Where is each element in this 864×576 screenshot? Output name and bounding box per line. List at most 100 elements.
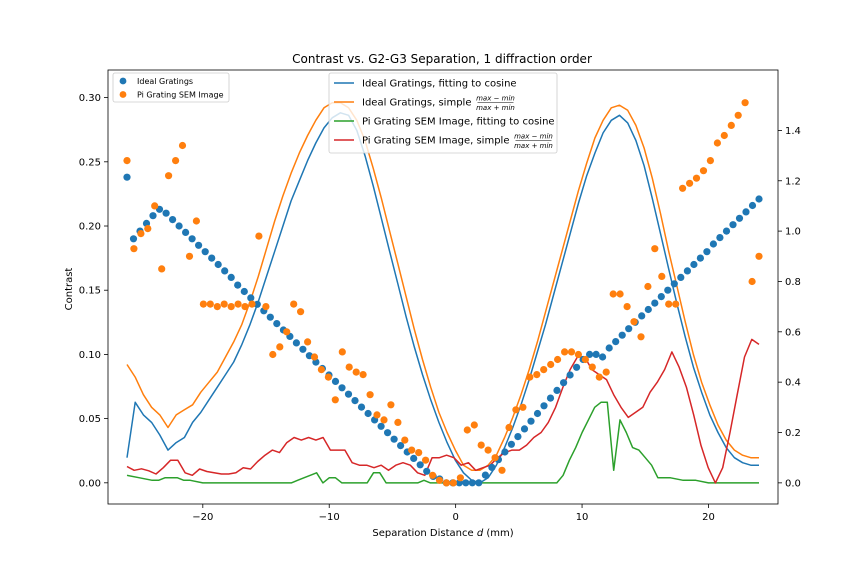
scatter-point-series-1 <box>553 386 561 394</box>
scatter-point-series-1 <box>234 281 242 289</box>
line-series-4 <box>126 338 760 484</box>
scatter-point-series-1 <box>129 235 138 243</box>
scatter-point-series-1 <box>709 240 718 248</box>
scatter-point-series-1 <box>475 479 483 487</box>
y-left-tick-label: 0.20 <box>79 222 101 233</box>
scatter-point-series-1 <box>123 173 131 181</box>
scatter-point-series-1 <box>462 479 470 487</box>
scatter-point-series-1 <box>488 463 496 471</box>
y-right-tick-label: 0.0 <box>785 478 801 489</box>
scatter-point-series-2 <box>255 232 263 240</box>
scatter-point-series-2 <box>331 396 339 404</box>
scatter-point-series-2 <box>373 411 381 419</box>
scatter-point-series-2 <box>144 225 152 233</box>
scatter-point-series-1 <box>664 286 672 294</box>
chart-title: Contrast vs. G2-G3 Separation, 1 diffrac… <box>292 52 592 66</box>
scatter-point-series-1 <box>625 325 633 333</box>
scatter-point-series-2 <box>192 217 200 225</box>
scatter-point-series-2 <box>706 157 715 165</box>
scatter-point-series-2 <box>227 303 235 311</box>
scatter-point-series-1 <box>338 384 346 392</box>
legend-marker-scatter <box>119 91 127 98</box>
scatter-point-series-2 <box>359 371 367 379</box>
scatter-point-series-2 <box>581 355 590 364</box>
scatter-point-series-2 <box>672 300 680 308</box>
scatter-point-series-1 <box>612 338 620 346</box>
x-axis-label: Separation Distance d (mm) <box>372 528 513 539</box>
scatter-point-series-2 <box>588 363 596 371</box>
scatter-point-series-1 <box>481 471 489 479</box>
scatter-point-series-2 <box>519 403 527 411</box>
scatter-point-series-2 <box>727 121 735 129</box>
scatter-point-series-2 <box>185 252 194 260</box>
scatter-point-series-1 <box>592 350 600 358</box>
scatter-point-series-2 <box>380 416 388 424</box>
scatter-point-series-1 <box>716 234 724 242</box>
scatter-point-series-1 <box>351 397 359 405</box>
scatter-point-series-1 <box>514 433 522 441</box>
scatter-point-series-1 <box>657 293 665 301</box>
scatter-point-series-1 <box>410 454 418 462</box>
scatter-point-series-2 <box>442 479 451 487</box>
scatter-point-series-2 <box>734 111 742 119</box>
y-right-tick-label: 0.4 <box>785 378 801 389</box>
legend-frac-denominator: max + min <box>476 104 515 112</box>
scatter-point-series-1 <box>390 435 398 443</box>
y-left-tick-label: 0.30 <box>79 93 101 104</box>
scatter-point-series-2 <box>561 348 569 356</box>
scatter-point-series-2 <box>310 353 319 361</box>
scatter-point-series-1 <box>690 260 698 269</box>
scatter-point-series-1 <box>540 402 548 410</box>
scatter-point-series-2 <box>130 245 138 253</box>
scatter-point-series-1 <box>651 299 659 307</box>
scatter-point-series-2 <box>741 99 749 107</box>
scatter-point-series-2 <box>387 401 395 409</box>
scatter-point-series-2 <box>554 355 562 364</box>
scatter-point-series-2 <box>338 348 346 356</box>
y-left-tick-label: 0.15 <box>79 286 101 297</box>
scatter-point-series-1 <box>573 363 581 371</box>
scatter-point-series-1 <box>377 422 385 430</box>
y-left-tick-label: 0.00 <box>79 478 101 489</box>
scatter-point-series-1 <box>266 313 274 321</box>
scatter-point-series-2 <box>512 406 520 414</box>
line-series-layer <box>126 101 760 484</box>
scatter-point-series-2 <box>477 441 485 449</box>
scatter-point-series-2 <box>470 421 478 429</box>
scatter-point-series-1 <box>501 448 509 456</box>
scatter-point-series-2 <box>567 348 576 356</box>
scatter-point-series-1 <box>292 339 300 347</box>
scatter-point-series-2 <box>491 454 499 462</box>
scatter-point-series-1 <box>670 280 678 288</box>
scatter-point-series-2 <box>637 333 645 341</box>
scatter-point-series-2 <box>290 300 298 308</box>
legend-box-lines <box>328 72 558 154</box>
scatter-point-series-2 <box>484 446 492 454</box>
scatter-point-series-1 <box>273 320 281 328</box>
scatter-point-series-1 <box>748 201 757 210</box>
y-right-tick-label: 0.6 <box>785 327 801 338</box>
scatter-point-series-2 <box>616 290 624 298</box>
scatter-point-series-2 <box>408 446 416 454</box>
scatter-point-series-2 <box>206 300 214 308</box>
scatter-point-series-1 <box>423 467 431 475</box>
scatter-point-series-1 <box>331 377 340 385</box>
scatter-point-series-1 <box>169 216 177 224</box>
x-tick-label: 0 <box>452 512 458 523</box>
x-tick-label: −20 <box>192 512 213 523</box>
scatter-point-series-1 <box>703 248 711 256</box>
x-tick-label: −10 <box>319 512 340 523</box>
scatter-point-series-2 <box>178 141 187 150</box>
scatter-point-series-2 <box>498 466 506 474</box>
scatter-point-series-2 <box>720 131 728 140</box>
scatter-series-layer <box>123 99 763 487</box>
scatter-point-series-1 <box>344 390 353 398</box>
scatter-point-series-1 <box>384 429 392 437</box>
scatter-point-series-2 <box>463 426 471 434</box>
legend-box-scatter <box>112 72 230 103</box>
scatter-point-series-1 <box>240 287 248 296</box>
line-series-3 <box>126 401 759 484</box>
legend-label-scatter: Ideal Gratings <box>137 77 193 86</box>
scatter-point-series-1 <box>527 417 535 425</box>
y-axis-label: Contrast <box>64 268 75 311</box>
